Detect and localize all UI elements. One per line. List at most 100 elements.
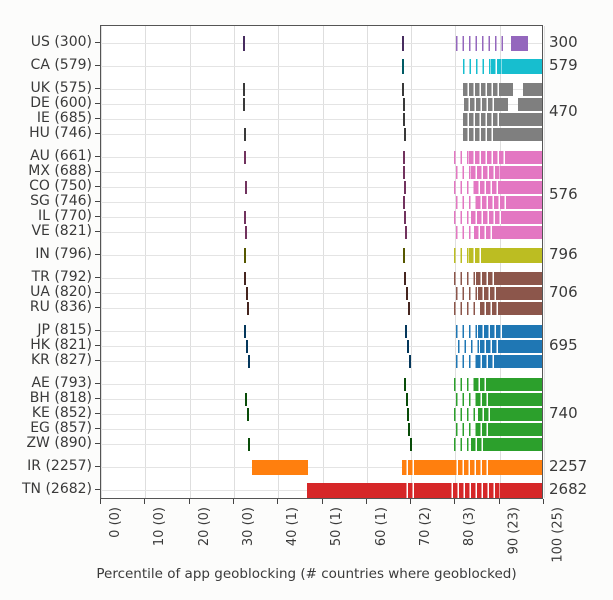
y-axis-label: DE (600) (30, 95, 92, 111)
segment-tick (402, 35, 405, 51)
country-row-uk (101, 82, 542, 96)
x-tick-mark (543, 499, 544, 504)
segment-solid (491, 392, 542, 406)
country-row-ca (101, 58, 542, 74)
plot-area (100, 25, 545, 499)
y-tick-mark (95, 345, 100, 346)
segment-solid (495, 225, 542, 239)
segment-dense (475, 354, 496, 368)
row-gridline (101, 202, 542, 203)
segment-sparse (453, 150, 470, 164)
segment-tick (246, 339, 249, 353)
y-tick-mark (95, 65, 100, 66)
y-tick-mark (95, 443, 100, 444)
y-axis-label: CO (750) (29, 178, 92, 194)
country-row-kr (101, 354, 542, 368)
row-gridline (101, 232, 542, 233)
segment-sparse (458, 339, 481, 353)
row-gridline (101, 217, 542, 218)
segment-tick (403, 165, 406, 179)
segment-solid (500, 339, 542, 353)
row-gridline (101, 414, 542, 415)
segment-dense (475, 422, 492, 436)
x-tick-mark (410, 499, 412, 504)
y-tick-mark (95, 231, 100, 232)
segment-solid (517, 97, 542, 111)
segment-tick (247, 354, 250, 368)
segment-dense (469, 150, 507, 164)
segment-solid (500, 286, 542, 300)
x-tick-label: 100 (25) (551, 507, 566, 563)
segment-tick (404, 225, 407, 239)
segment-sparse (456, 195, 476, 209)
segment-dense (447, 482, 501, 498)
segment-dense (402, 482, 416, 498)
x-gridline (145, 26, 147, 498)
y-axis-label: VE (821) (31, 223, 92, 239)
segment-sparse (453, 247, 470, 263)
segment-dense (471, 210, 505, 224)
y-tick-mark (95, 413, 100, 414)
y-axis-label: IL (770) (37, 208, 92, 224)
row-gridline (101, 429, 542, 430)
y-tick-mark (95, 171, 100, 172)
x-tick-mark (100, 499, 101, 504)
segment-solid (506, 150, 542, 164)
segment-solid (252, 459, 309, 475)
group-count: 2682 (549, 480, 588, 498)
segment-solid (502, 112, 542, 126)
country-row-ke (101, 407, 542, 421)
segment-sparse (456, 422, 476, 436)
segment-tick (245, 225, 248, 239)
segment-tick (248, 437, 251, 451)
x-gridline (101, 26, 102, 498)
segment-tick (406, 286, 409, 300)
group-count: 579 (549, 56, 578, 74)
y-tick-mark (95, 428, 100, 429)
row-gridline (101, 467, 542, 468)
segment-tick (407, 407, 410, 421)
x-tick-label: 10 (0) (152, 507, 168, 547)
country-row-ua (101, 286, 542, 300)
segment-solid (491, 422, 542, 436)
x-gridline (233, 26, 235, 498)
y-axis-label: AU (661) (30, 148, 92, 164)
y-tick-mark (95, 216, 100, 217)
row-gridline (101, 43, 542, 44)
segment-solid (497, 127, 542, 141)
x-tick-label: 90 (23) (506, 507, 522, 555)
segment-solid (508, 195, 542, 209)
segment-sparse (456, 354, 476, 368)
segment-dense (402, 459, 416, 475)
segment-tick (244, 324, 247, 338)
segment-tick (402, 97, 405, 111)
segment-dense (475, 195, 509, 209)
segment-sparse (453, 301, 481, 315)
row-gridline (101, 361, 542, 362)
group-count: 695 (549, 336, 578, 354)
y-axis-label: TN (2682) (21, 481, 92, 497)
segment-sparse (462, 58, 492, 74)
segment-tick (403, 247, 406, 263)
segment-dense (491, 58, 503, 74)
segment-dense (475, 392, 492, 406)
segment-dense (473, 377, 490, 391)
x-gridline (411, 26, 413, 498)
country-row-de (101, 97, 542, 111)
segment-solid (415, 459, 452, 475)
segment-sparse (453, 377, 474, 391)
segment-solid (502, 324, 542, 338)
country-row-hu (101, 127, 542, 141)
segment-sparse (456, 392, 476, 406)
segment-solid (504, 210, 542, 224)
row-gridline (101, 399, 542, 400)
y-tick-mark (95, 201, 100, 202)
y-tick-mark (95, 186, 100, 187)
row-gridline (101, 157, 542, 158)
segment-solid (495, 354, 542, 368)
x-gridline (366, 26, 368, 498)
country-row-ae (101, 377, 542, 391)
group-count: 300 (549, 33, 578, 51)
segment-solid (486, 437, 542, 451)
